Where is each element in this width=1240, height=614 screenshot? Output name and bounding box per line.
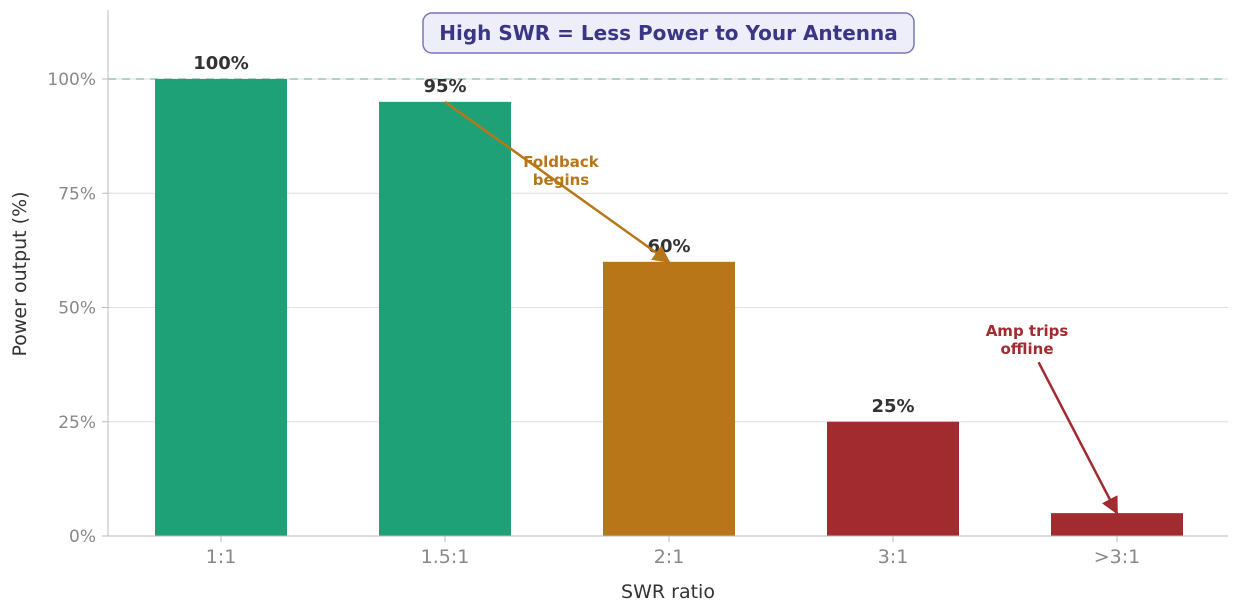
x-axis-title: SWR ratio [621, 581, 715, 603]
annotation-text: offline [1000, 340, 1053, 358]
bar-4 [1051, 513, 1183, 536]
data-label: 25% [871, 396, 914, 417]
y-tick-label: 0% [69, 527, 96, 547]
x-tick-label: 1:1 [206, 546, 237, 568]
y-tick-label: 75% [58, 184, 96, 204]
bar-3 [827, 421, 959, 536]
data-labels: 100% 95% 60% 25% [193, 53, 914, 417]
x-tick-label: 2:1 [654, 546, 685, 568]
annotation-arrow [444, 100, 671, 263]
bar-2 [603, 261, 735, 536]
y-tick-label: 50% [58, 299, 96, 319]
x-tick-label: 3:1 [878, 546, 909, 568]
annotation-arrow [1037, 361, 1119, 515]
data-label: 100% [193, 53, 249, 74]
bar-1 [379, 101, 511, 536]
y-tick-label: 25% [58, 413, 96, 433]
y-axis-title: Power output (%) [9, 191, 31, 356]
data-label: 60% [647, 236, 690, 257]
x-tick-label: 1.5:1 [421, 546, 470, 568]
y-ticks: 0% 25% 50% 75% 100% [47, 70, 108, 547]
chart-title: High SWR = Less Power to Your Antenna [439, 21, 898, 45]
annotation-text: begins [533, 171, 589, 189]
y-tick-label: 100% [47, 70, 96, 90]
bars [155, 79, 1183, 536]
chart-title-box: High SWR = Less Power to Your Antenna [422, 12, 915, 54]
annotation-text: Amp trips [986, 322, 1069, 340]
data-label: 95% [423, 76, 466, 97]
x-tick-label: >3:1 [1094, 546, 1141, 568]
x-ticks: 1:1 1.5:1 2:1 3:1 >3:1 [206, 536, 1141, 568]
annotation-text: Foldback [523, 153, 600, 171]
bar-0 [155, 79, 287, 536]
